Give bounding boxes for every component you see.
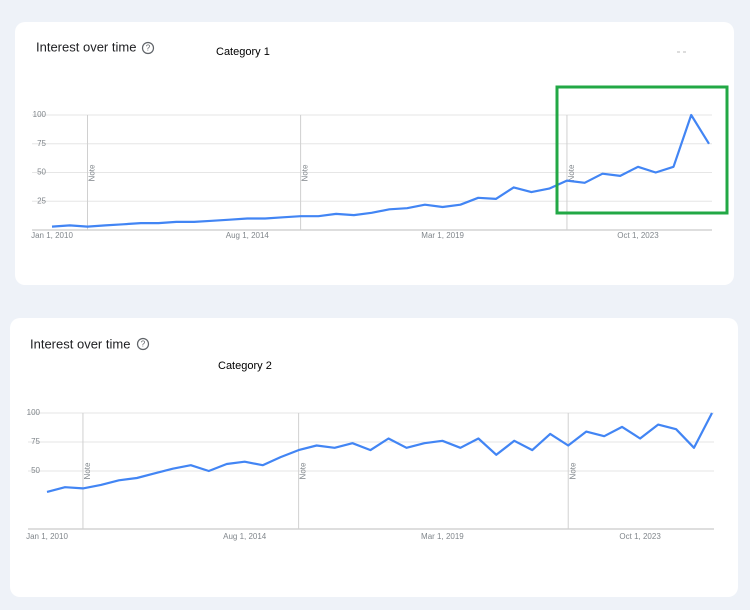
chart-title: Interest over time bbox=[36, 39, 136, 54]
x-tick-label: Jan 1, 2010 bbox=[26, 532, 68, 541]
help-icon[interactable]: ? bbox=[136, 337, 150, 351]
y-tick-label: 50 bbox=[31, 466, 40, 475]
x-tick-label: Aug 1, 2014 bbox=[226, 231, 270, 240]
note-label: Note bbox=[88, 164, 97, 181]
chart-title: Interest over time bbox=[30, 336, 130, 351]
y-tick-label: 50 bbox=[37, 168, 46, 177]
note-label: Note bbox=[568, 462, 577, 479]
svg-text:?: ? bbox=[146, 44, 151, 53]
y-tick-label: 75 bbox=[37, 139, 46, 148]
x-tick-label: Jan 1, 2010 bbox=[31, 231, 73, 240]
card bbox=[10, 318, 738, 597]
svg-text:?: ? bbox=[141, 340, 146, 349]
trend-line bbox=[46, 412, 713, 493]
x-tick-label: Oct 1, 2023 bbox=[619, 532, 661, 541]
chart-subtitle: Category 2 bbox=[218, 360, 272, 372]
note-label: Note bbox=[299, 462, 308, 479]
y-tick-label: 100 bbox=[33, 110, 47, 119]
highlight-box bbox=[555, 85, 729, 215]
trend-line bbox=[51, 113, 710, 228]
y-tick-label: 100 bbox=[27, 408, 41, 417]
chart-subtitle: Category 1 bbox=[216, 46, 270, 58]
charts: Interest over time Category 1 25 50 75 100 Not… bbox=[26, 39, 714, 541]
note-label: Note bbox=[301, 164, 310, 181]
note-label: Note bbox=[83, 462, 92, 479]
y-tick-label: 75 bbox=[31, 437, 40, 446]
x-tick-label: Mar 1, 2019 bbox=[421, 231, 464, 240]
x-tick-label: Aug 1, 2014 bbox=[223, 532, 267, 541]
note-label: Note bbox=[567, 164, 576, 181]
x-tick-label: Mar 1, 2019 bbox=[421, 532, 464, 541]
card bbox=[15, 22, 734, 285]
y-tick-label: 25 bbox=[37, 196, 46, 205]
help-icon[interactable]: ? bbox=[141, 41, 155, 55]
x-tick-label: Oct 1, 2023 bbox=[617, 231, 659, 240]
